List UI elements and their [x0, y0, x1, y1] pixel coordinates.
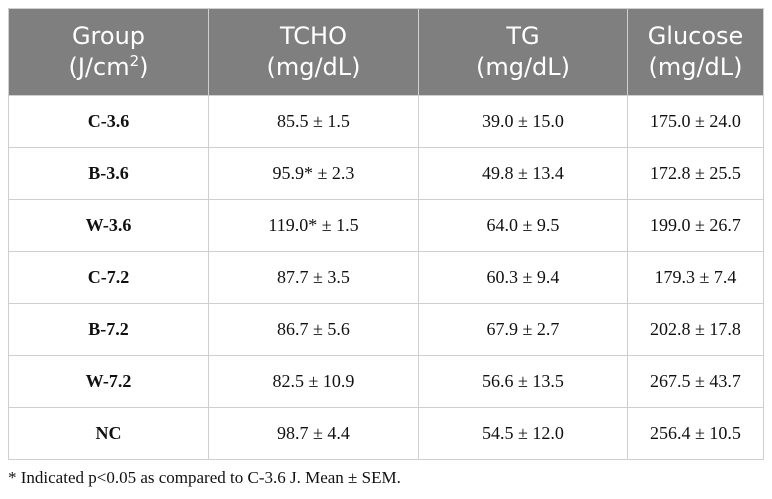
tg-cell: 67.9 ± 2.7 [418, 303, 628, 356]
table-row: B-7.2 86.7 ± 5.6 67.9 ± 2.7 202.8 ± 17.8 [8, 303, 764, 356]
tcho-cell: 82.5 ± 10.9 [208, 355, 419, 408]
tcho-cell: 119.0* ± 1.5 [208, 199, 419, 252]
glucose-cell: 267.5 ± 43.7 [627, 355, 764, 408]
glucose-cell: 202.8 ± 17.8 [627, 303, 764, 356]
tcho-cell: 86.7 ± 5.6 [208, 303, 419, 356]
header-tg: TG (mg/dL) [418, 8, 628, 96]
glucose-cell: 175.0 ± 24.0 [627, 95, 764, 148]
glucose-cell: 179.3 ± 7.4 [627, 251, 764, 304]
tg-cell: 64.0 ± 9.5 [418, 199, 628, 252]
group-cell: C-7.2 [8, 251, 209, 304]
table-row: NC 98.7 ± 4.4 54.5 ± 12.0 256.4 ± 10.5 [8, 407, 764, 460]
group-cell: B-7.2 [8, 303, 209, 356]
table-row: W-3.6 119.0* ± 1.5 64.0 ± 9.5 199.0 ± 26… [8, 199, 764, 252]
table-row: B-3.6 95.9* ± 2.3 49.8 ± 13.4 172.8 ± 25… [8, 147, 764, 200]
header-tcho: TCHO (mg/dL) [208, 8, 419, 96]
tcho-cell: 95.9* ± 2.3 [208, 147, 419, 200]
table-row: C-3.6 85.5 ± 1.5 39.0 ± 15.0 175.0 ± 24.… [8, 95, 764, 148]
results-table: Group (J/cm2) TCHO (mg/dL) TG (mg/dL) Gl… [8, 8, 764, 460]
tg-cell: 39.0 ± 15.0 [418, 95, 628, 148]
group-cell: W-3.6 [8, 199, 209, 252]
header-glucose: Glucose (mg/dL) [627, 8, 764, 96]
group-cell: NC [8, 407, 209, 460]
data-table-container: Group (J/cm2) TCHO (mg/dL) TG (mg/dL) Gl… [8, 8, 764, 460]
glucose-cell: 172.8 ± 25.5 [627, 147, 764, 200]
tg-cell: 56.6 ± 13.5 [418, 355, 628, 408]
tcho-cell: 98.7 ± 4.4 [208, 407, 419, 460]
header-row: Group (J/cm2) TCHO (mg/dL) TG (mg/dL) Gl… [8, 8, 764, 96]
header-group: Group (J/cm2) [8, 8, 209, 96]
tg-cell: 49.8 ± 13.4 [418, 147, 628, 200]
glucose-cell: 256.4 ± 10.5 [627, 407, 764, 460]
group-cell: C-3.6 [8, 95, 209, 148]
tcho-cell: 87.7 ± 3.5 [208, 251, 419, 304]
table-row: W-7.2 82.5 ± 10.9 56.6 ± 13.5 267.5 ± 43… [8, 355, 764, 408]
tg-cell: 54.5 ± 12.0 [418, 407, 628, 460]
table-row: C-7.2 87.7 ± 3.5 60.3 ± 9.4 179.3 ± 7.4 [8, 251, 764, 304]
table-footnote: * Indicated p<0.05 as compared to C-3.6 … [8, 468, 401, 487]
tg-cell: 60.3 ± 9.4 [418, 251, 628, 304]
glucose-cell: 199.0 ± 26.7 [627, 199, 764, 252]
tcho-cell: 85.5 ± 1.5 [208, 95, 419, 148]
group-cell: W-7.2 [8, 355, 209, 408]
group-cell: B-3.6 [8, 147, 209, 200]
